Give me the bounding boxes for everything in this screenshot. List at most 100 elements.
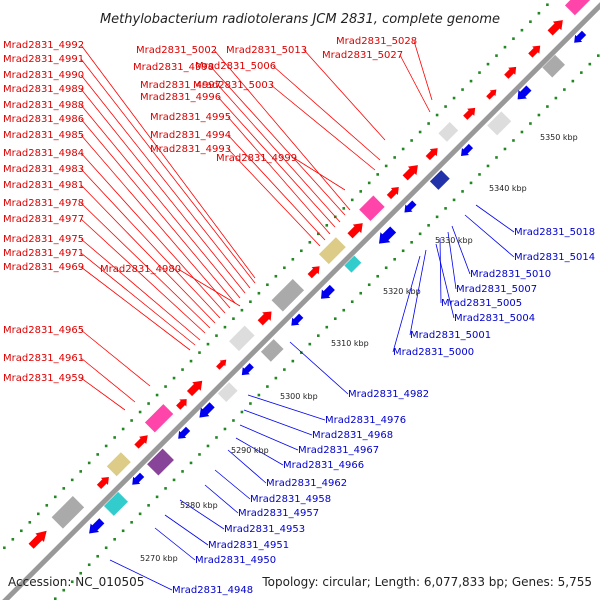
gene-arrow xyxy=(291,313,304,326)
gene-arrow xyxy=(216,359,227,370)
summary-text: Topology: circular; Length: 6,077,833 bp… xyxy=(261,575,592,589)
track-tick xyxy=(87,563,91,567)
gene-box xyxy=(144,404,174,433)
reverse-gene xyxy=(517,85,532,100)
gene-box xyxy=(318,237,346,265)
kbp-mark: 5350 kbp xyxy=(540,133,578,142)
forward-gene-label: Mrad2831_4995 xyxy=(150,112,231,123)
track-tick xyxy=(325,224,329,227)
track-tick xyxy=(3,546,6,550)
track-tick xyxy=(325,325,329,329)
gene-arrow xyxy=(379,226,397,244)
track-tick xyxy=(45,504,49,507)
track-tick xyxy=(53,597,57,600)
leader-line xyxy=(80,58,256,284)
track-tick xyxy=(444,105,447,108)
forward-gene xyxy=(229,325,255,352)
tick-layer xyxy=(3,3,600,600)
leader-line xyxy=(80,168,221,319)
leader-line xyxy=(227,148,321,247)
forward-gene xyxy=(504,66,517,79)
gene-arrow xyxy=(461,143,474,156)
forward-gene xyxy=(96,476,109,489)
track-tick xyxy=(461,190,464,193)
leader-line xyxy=(164,514,209,546)
gene-arrow xyxy=(517,85,532,100)
gene-box xyxy=(359,195,385,221)
gene-arrow xyxy=(321,284,335,299)
gene-arrow xyxy=(528,45,541,58)
reverse-gene-label: Mrad2831_4953 xyxy=(224,524,305,535)
track-tick xyxy=(70,478,74,482)
forward-gene xyxy=(402,165,418,181)
track-tick xyxy=(359,291,363,295)
track-tick xyxy=(478,71,481,74)
track-tick xyxy=(257,393,261,397)
kbp-mark: 5340 kbp xyxy=(489,184,527,193)
forward-gene-label: Mrad2831_4988 xyxy=(3,100,84,111)
gene-arrow xyxy=(176,399,187,410)
reverse-gene xyxy=(461,143,474,156)
gene-arrow xyxy=(199,402,215,418)
track-tick xyxy=(113,537,116,541)
track-tick xyxy=(87,461,91,465)
reverse-gene-label: Mrad2831_4957 xyxy=(238,508,319,519)
track-tick xyxy=(283,266,286,270)
leader-line xyxy=(80,74,251,289)
track-tick xyxy=(503,147,507,151)
forward-gene xyxy=(216,359,227,370)
reverse-gene xyxy=(344,255,362,273)
reverse-gene xyxy=(260,339,284,362)
leader-line xyxy=(154,527,196,561)
track-tick xyxy=(393,257,396,261)
forward-gene-label: Mrad2831_4983 xyxy=(3,164,84,175)
track-tick xyxy=(546,105,549,108)
track-tick xyxy=(597,54,600,57)
track-tick xyxy=(181,470,184,473)
track-tick xyxy=(96,453,99,456)
reverse-gene xyxy=(429,170,450,190)
gene-box xyxy=(260,339,284,362)
track-tick xyxy=(215,436,218,439)
track-tick xyxy=(444,207,447,210)
gene-arrow xyxy=(463,107,476,120)
reverse-gene xyxy=(147,448,174,476)
forward-gene-label: Mrad2831_5013 xyxy=(226,45,307,56)
track-tick xyxy=(223,325,227,329)
track-tick xyxy=(367,181,371,185)
track-tick xyxy=(376,274,379,278)
gene-arrow xyxy=(504,66,517,79)
forward-gene xyxy=(271,278,305,312)
forward-gene-label: Mrad2831_4981 xyxy=(3,180,84,191)
track-tick xyxy=(452,198,456,202)
reverse-gene-label: Mrad2831_5014 xyxy=(514,252,595,263)
forward-gene xyxy=(386,187,399,200)
leader-line xyxy=(475,204,515,233)
track-tick xyxy=(546,3,549,7)
forward-gene-label: Mrad2831_4998 xyxy=(133,62,214,73)
forward-gene xyxy=(144,404,174,433)
leader-line xyxy=(80,238,201,341)
forward-gene xyxy=(486,89,497,100)
track-tick xyxy=(376,173,379,176)
gene-box xyxy=(564,0,591,16)
track-tick xyxy=(291,257,295,261)
reverse-gene-label: Mrad2831_4982 xyxy=(348,389,429,400)
forward-gene-label: Mrad2831_4991 xyxy=(3,54,84,65)
gene-arrow xyxy=(574,30,587,43)
track-tick xyxy=(393,156,396,159)
track-tick xyxy=(155,393,159,397)
gene-arrow xyxy=(257,311,272,326)
leader-line xyxy=(80,118,236,304)
forward-gene-label: Mrad2831_4959 xyxy=(3,373,84,384)
track-tick xyxy=(401,147,405,151)
forward-gene-label: Mrad2831_5028 xyxy=(336,36,417,47)
track-tick xyxy=(342,207,346,210)
track-tick xyxy=(291,359,295,363)
track-tick xyxy=(478,173,481,176)
track-tick xyxy=(20,529,23,533)
gene-arrow xyxy=(347,223,363,239)
gene-arrow xyxy=(186,380,203,397)
track-tick xyxy=(512,139,515,142)
